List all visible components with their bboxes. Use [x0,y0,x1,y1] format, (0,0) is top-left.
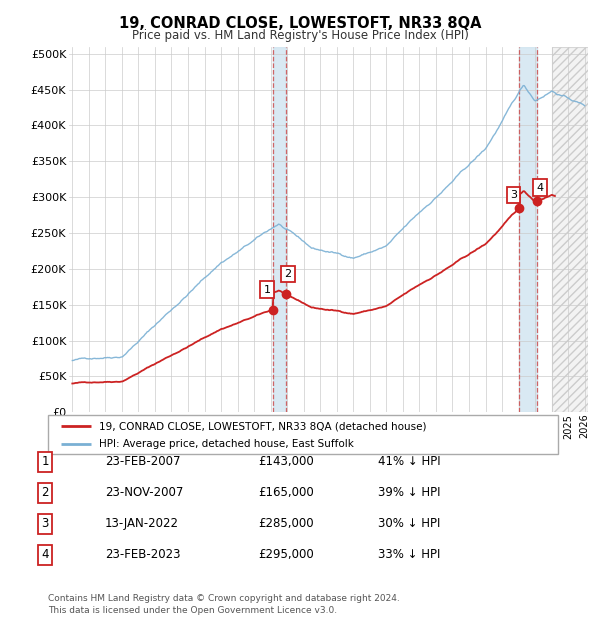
Text: 1: 1 [41,456,49,468]
Text: 23-NOV-2007: 23-NOV-2007 [105,487,184,499]
Bar [519,46,538,412]
Text: 1: 1 [263,285,271,294]
Text: 3: 3 [510,190,517,200]
Bar [551,46,588,412]
Text: Price paid vs. HM Land Registry's House Price Index (HPI): Price paid vs. HM Land Registry's House … [131,29,469,42]
Text: 4: 4 [41,549,49,561]
Text: £143,000: £143,000 [258,456,314,468]
Bar [273,46,286,412]
Text: 30% ↓ HPI: 30% ↓ HPI [378,518,440,530]
Text: 19, CONRAD CLOSE, LOWESTOFT, NR33 8QA (detached house): 19, CONRAD CLOSE, LOWESTOFT, NR33 8QA (d… [99,421,427,431]
Text: £165,000: £165,000 [258,487,314,499]
Text: 3: 3 [41,518,49,530]
Text: 41% ↓ HPI: 41% ↓ HPI [378,456,440,468]
Text: 2: 2 [41,487,49,499]
Text: 33% ↓ HPI: 33% ↓ HPI [378,549,440,561]
Text: 4: 4 [536,183,544,193]
Text: £285,000: £285,000 [258,518,314,530]
Text: 23-FEB-2023: 23-FEB-2023 [105,549,181,561]
Text: 23-FEB-2007: 23-FEB-2007 [105,456,181,468]
Text: 19, CONRAD CLOSE, LOWESTOFT, NR33 8QA: 19, CONRAD CLOSE, LOWESTOFT, NR33 8QA [119,16,481,30]
Text: 39% ↓ HPI: 39% ↓ HPI [378,487,440,499]
Text: Contains HM Land Registry data © Crown copyright and database right 2024.
This d: Contains HM Land Registry data © Crown c… [48,594,400,615]
Bar [551,46,588,412]
Text: £295,000: £295,000 [258,549,314,561]
Text: HPI: Average price, detached house, East Suffolk: HPI: Average price, detached house, East… [99,439,354,449]
Text: 2: 2 [284,269,292,279]
Text: 13-JAN-2022: 13-JAN-2022 [105,518,179,530]
